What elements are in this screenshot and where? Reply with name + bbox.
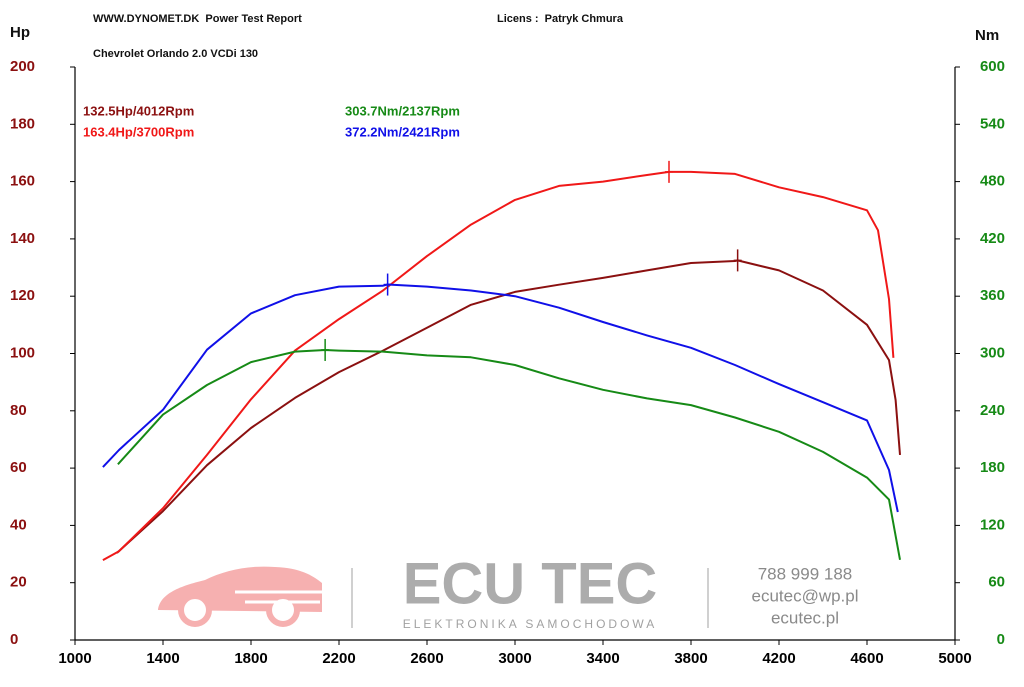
y2-tick-label: 300	[980, 344, 1005, 361]
logo-wheel	[266, 593, 300, 627]
x-tick-label: 2600	[410, 650, 443, 667]
y2-tick-label: 480	[980, 173, 1005, 190]
x-tick-label: 3800	[674, 650, 707, 667]
x-tick-label: 1400	[146, 650, 179, 667]
x-tick-label: 4200	[762, 650, 795, 667]
y2-tick-label: 420	[980, 230, 1005, 247]
subtitle: Chevrolet Orlando 2.0 VCDi 130	[93, 48, 258, 60]
x-tick-label: 3400	[586, 650, 619, 667]
y-tick-label: 20	[10, 574, 27, 591]
y2-axis-label: Nm	[975, 27, 999, 44]
x-tick-label: 1000	[58, 650, 91, 667]
y2-tick-label: 540	[980, 115, 1005, 132]
series-line	[102, 170, 895, 561]
x-tick-label: 4600	[850, 650, 883, 667]
legend-entry: 303.7Nm/2137Rpm	[345, 103, 460, 118]
watermark-email: ecutec@wp.pl	[751, 586, 858, 605]
y-tick-label: 180	[10, 115, 35, 132]
x-tick-label: 1800	[234, 650, 267, 667]
y-tick-label: 140	[10, 230, 35, 247]
series-line	[117, 349, 901, 560]
watermark-phone: 788 999 188	[758, 564, 853, 583]
y-tick-label: 80	[10, 402, 27, 419]
y-tick-label: 200	[10, 58, 35, 75]
y2-tick-label: 60	[988, 574, 1005, 591]
y2-tick-label: 360	[980, 287, 1005, 304]
legend-entry: 163.4Hp/3700Rpm	[83, 124, 194, 139]
logo-car	[158, 566, 709, 628]
y-tick-label: 40	[10, 516, 27, 533]
x-tick-label: 3000	[498, 650, 531, 667]
legend-entry: 372.2Nm/2421Rpm	[345, 124, 460, 139]
y2-tick-label: 600	[980, 58, 1005, 75]
report-title: WWW.DYNOMET.DK Power Test Report	[93, 13, 302, 25]
x-tick-label: 2200	[322, 650, 355, 667]
y-tick-label: 0	[10, 631, 18, 648]
y2-tick-label: 180	[980, 459, 1005, 476]
series-line	[102, 283, 899, 513]
y2-tick-label: 120	[980, 516, 1005, 533]
y2-tick-label: 0	[997, 631, 1005, 648]
license: Licens : Patryk Chmura	[497, 13, 624, 25]
y-tick-label: 120	[10, 287, 35, 304]
legend-entry: 132.5Hp/4012Rpm	[83, 103, 194, 118]
watermark-brand: ECU TEC	[403, 551, 658, 616]
y-tick-label: 60	[10, 459, 27, 476]
watermark-tagline: ELEKTRONIKA SAMOCHODOWA	[403, 617, 658, 631]
watermark-web: ecutec.pl	[771, 608, 839, 627]
x-tick-label: 5000	[938, 650, 971, 667]
logo-wheel	[178, 593, 212, 627]
y2-tick-label: 240	[980, 402, 1005, 419]
y-axis-label: Hp	[10, 24, 30, 41]
y-tick-label: 160	[10, 173, 35, 190]
y-tick-label: 100	[10, 344, 35, 361]
series-line	[116, 259, 901, 554]
